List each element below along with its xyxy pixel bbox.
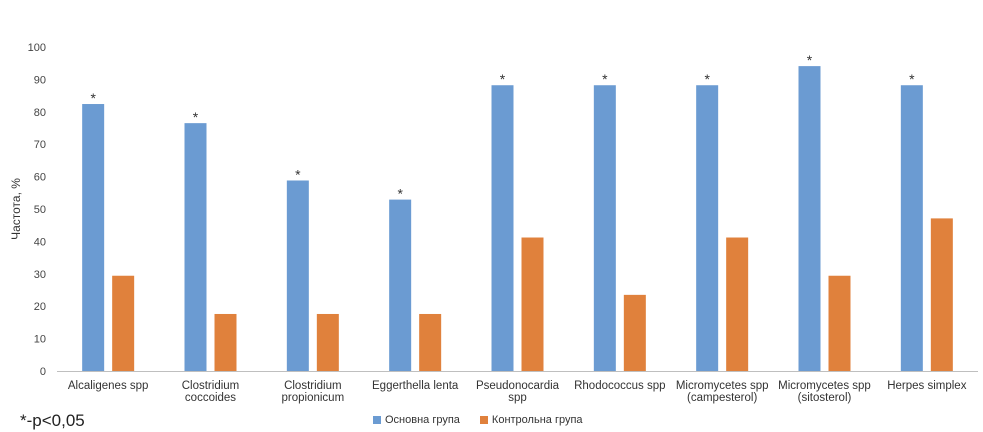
legend-label-main: Основна група — [385, 414, 460, 426]
bar-control-group — [930, 218, 953, 371]
significance-star: * — [397, 186, 403, 202]
bar-main-group — [491, 85, 514, 372]
x-category-label: Pseudonocardia — [476, 380, 560, 392]
legend-label-control: Контрольна група — [491, 414, 583, 426]
x-category-label: Clostridium — [182, 380, 240, 392]
bar-control-group — [521, 237, 544, 371]
bar-control-group — [419, 313, 442, 371]
y-tick-label: 100 — [28, 42, 46, 54]
significance-star: * — [602, 71, 608, 87]
x-category-label: propionicum — [282, 392, 345, 404]
x-category-label: Herpes simplex — [887, 380, 966, 392]
bar-main-group — [593, 85, 616, 372]
x-category-label: (campesterol) — [687, 392, 757, 404]
bar-main-group — [900, 85, 923, 372]
bar-control-group — [214, 313, 237, 371]
bar-control-group — [316, 313, 339, 371]
y-tick-label: 60 — [34, 172, 46, 184]
chart-bars — [82, 66, 953, 372]
significance-star: * — [807, 52, 813, 68]
significance-star: * — [500, 71, 506, 87]
x-category-label: Rhodococcus spp — [574, 380, 665, 392]
bar-control-group — [623, 294, 646, 371]
bar-main-group — [696, 85, 719, 372]
legend-swatch-control — [479, 416, 488, 424]
bar-control-group — [726, 237, 749, 371]
significance-star: * — [295, 166, 301, 182]
legend-swatch-main — [373, 416, 381, 424]
y-tick-label: 80 — [34, 107, 46, 119]
significance-star: * — [90, 90, 96, 106]
significance-star: * — [704, 71, 710, 87]
bar-main-group — [184, 123, 207, 371]
y-tick-label: 50 — [34, 204, 46, 216]
significance-footnote: *-p<0,05 — [20, 411, 85, 430]
x-category-label: (sitosterol) — [798, 392, 852, 404]
y-axis-label: Частота, % — [9, 178, 23, 240]
y-tick-label: 0 — [40, 366, 46, 378]
bar-main-group — [286, 180, 309, 371]
y-tick-label: 30 — [34, 269, 46, 281]
y-tick-label: 70 — [34, 139, 46, 151]
bar-control-group — [112, 275, 135, 371]
y-tick-label: 10 — [34, 334, 46, 346]
x-category-label: coccoides — [185, 392, 236, 404]
bar-control-group — [828, 275, 851, 371]
x-category-label: Micromycetes spp — [778, 380, 871, 392]
chart-labels: 0 10 20 30 40 50 60 70 80 90 100 Частота, % * Alcalig… — [9, 42, 967, 404]
x-category-label: spp — [508, 392, 527, 404]
x-category-label: Clostridium — [284, 380, 342, 392]
legend-item-main: Основна група — [373, 414, 460, 426]
y-tick-label: 20 — [34, 301, 46, 313]
significance-star: * — [909, 71, 915, 87]
legend-item-control: Контрольна група — [479, 414, 583, 426]
significance-star: * — [193, 109, 199, 125]
y-tick-label: 40 — [34, 236, 46, 248]
y-tick-label: 90 — [34, 74, 46, 86]
x-category-label: Alcaligenes spp — [68, 380, 149, 392]
bar-main-group — [389, 199, 412, 371]
x-category-label: Eggerthella lenta — [372, 380, 459, 392]
x-category-label: Micromycetes spp — [676, 380, 769, 392]
bar-main-group — [798, 66, 821, 371]
chart-legend: Основна група Контрольна група — [373, 414, 583, 426]
bar-main-group — [82, 104, 105, 372]
